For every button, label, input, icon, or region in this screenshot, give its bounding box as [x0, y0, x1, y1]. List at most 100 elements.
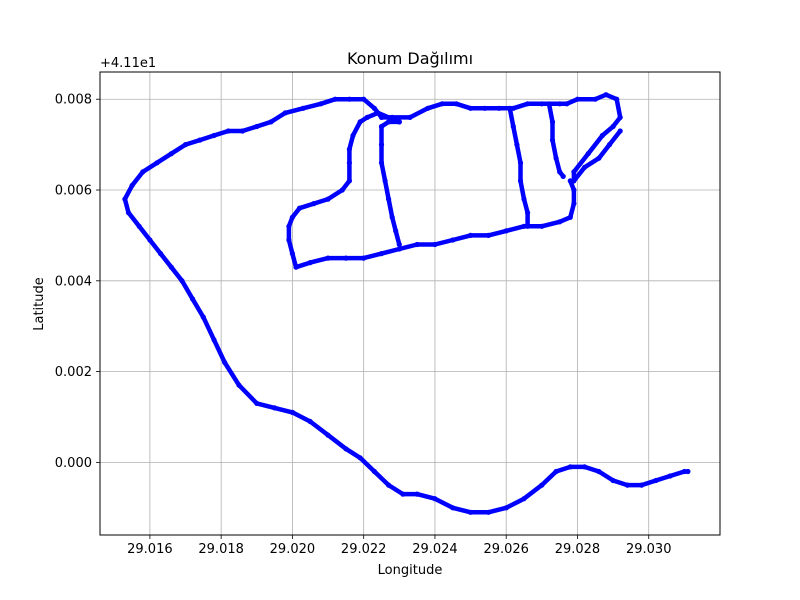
data-point [468, 232, 474, 238]
data-point [140, 169, 146, 175]
data-point [311, 201, 317, 207]
data-point [560, 173, 566, 179]
data-point [414, 241, 420, 248]
data-point [371, 468, 377, 475]
y-tick-label: 0.008 [55, 93, 92, 108]
data-point [211, 132, 217, 139]
data-point [521, 496, 527, 502]
data-point [585, 151, 591, 157]
data-point [225, 128, 231, 134]
data-point [539, 223, 545, 229]
x-tick-label: 29.018 [198, 542, 244, 557]
data-point [571, 187, 577, 193]
data-point [239, 128, 246, 134]
data-point [549, 137, 556, 143]
data-point [129, 182, 135, 189]
data-point [286, 223, 292, 229]
data-point [496, 105, 502, 111]
data-point [254, 400, 260, 406]
data-point [396, 119, 402, 125]
data-point [539, 101, 545, 107]
x-tick-label: 29.030 [626, 542, 672, 557]
y-axis-label: Latitude [32, 277, 47, 331]
data-point [525, 210, 531, 216]
data-point [378, 160, 385, 166]
data-point [425, 105, 431, 111]
x-axis-label: Longitude [378, 563, 443, 578]
data-point [557, 219, 563, 225]
data-point [468, 105, 474, 111]
data-point [254, 123, 260, 130]
data-point [617, 128, 623, 134]
data-point [653, 477, 659, 484]
data-point [371, 105, 377, 111]
y-tick-label: 0.002 [55, 365, 92, 380]
data-point [268, 119, 274, 125]
data-point [546, 101, 552, 107]
data-point [296, 205, 303, 211]
data-point [614, 96, 620, 102]
x-tick-label: 29.028 [555, 542, 601, 557]
data-point [485, 232, 491, 238]
data-point [582, 464, 588, 470]
data-point [200, 314, 206, 320]
data-point [197, 137, 203, 143]
data-point [567, 464, 573, 470]
y-tick-label: 0.004 [55, 274, 92, 289]
data-point [389, 214, 395, 220]
x-tick-label: 29.016 [127, 542, 173, 557]
data-point [289, 251, 295, 257]
data-point [136, 223, 142, 229]
data-point [567, 214, 573, 220]
data-point [357, 455, 363, 461]
data-point [357, 119, 363, 125]
data-point [332, 96, 338, 102]
data-point [325, 255, 331, 261]
data-point [503, 228, 509, 234]
data-point [179, 278, 185, 284]
y-tick-label: 0.000 [55, 456, 92, 471]
data-point [596, 155, 602, 161]
data-point [325, 196, 331, 202]
data-point [339, 187, 345, 193]
data-point [557, 169, 563, 175]
data-point [482, 105, 488, 111]
x-tick-label: 29.022 [341, 542, 387, 557]
plot-frame [99, 71, 721, 536]
data-point [407, 114, 413, 120]
data-point [510, 123, 516, 130]
data-point [539, 482, 545, 488]
data-point [450, 237, 456, 243]
data-point [571, 169, 577, 175]
data-point [236, 382, 242, 388]
data-point [468, 509, 474, 515]
data-point [289, 409, 295, 415]
data-point [211, 337, 217, 343]
data-point [553, 468, 559, 475]
data-point [521, 196, 527, 202]
data-point [517, 178, 524, 184]
axis-ticks: 29.016 29.018 29.020 29.022 29.024 29.026 29.0… [55, 93, 672, 557]
data-point [606, 142, 613, 148]
data-point [507, 105, 513, 111]
data-point [154, 160, 160, 166]
data-point [503, 505, 509, 511]
data-point [378, 251, 385, 257]
data-point [685, 468, 691, 475]
y-tick-label: 0.006 [55, 184, 92, 199]
data-point [346, 178, 352, 184]
data-point [386, 196, 392, 202]
series-track-cross-street-1 [379, 119, 402, 247]
data-point [346, 146, 352, 152]
data-point [300, 105, 306, 111]
data-point [307, 418, 313, 425]
data-point [190, 296, 196, 302]
data-point [382, 178, 388, 184]
data-point [521, 223, 527, 229]
plot-data [122, 92, 691, 515]
data-point [525, 223, 531, 229]
data-point [553, 155, 559, 161]
data-point [485, 509, 491, 515]
